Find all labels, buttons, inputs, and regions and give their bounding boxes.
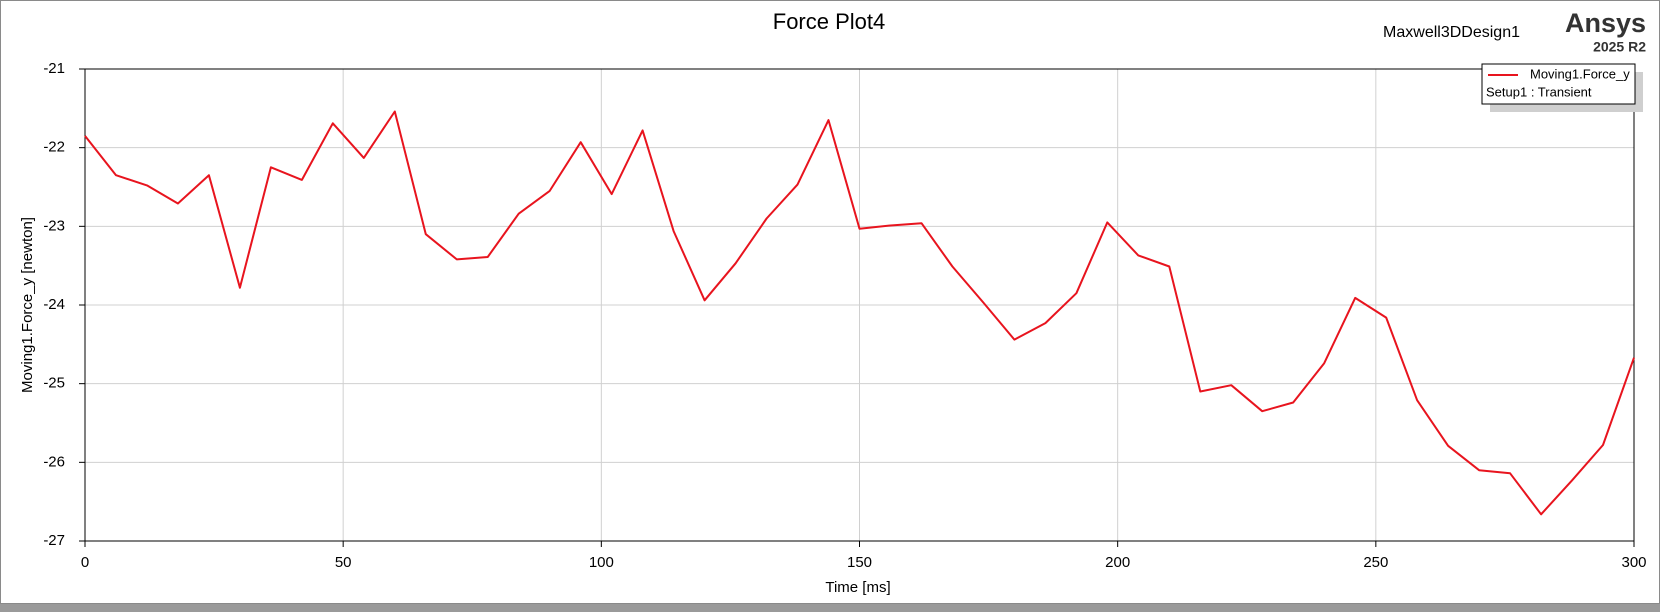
- y-tick-label: -22: [43, 139, 65, 156]
- x-tick-label: 100: [589, 554, 614, 571]
- y-tick-label: -24: [43, 296, 65, 313]
- y-axis-label: Moving1.Force_y [newton]: [19, 217, 36, 393]
- y-tick-label: -23: [43, 217, 65, 234]
- x-tick-label: 50: [335, 554, 352, 571]
- y-tick-label: -27: [43, 532, 65, 549]
- x-axis-label: Time [ms]: [825, 579, 890, 596]
- chart-title: Force Plot4: [773, 9, 886, 34]
- status-strip: [0, 604, 1660, 612]
- brand: Ansys: [1565, 8, 1646, 38]
- x-tick-label: 250: [1363, 554, 1388, 571]
- plot-border: [84, 68, 1635, 542]
- legend-label: Moving1.Force_y: [1530, 66, 1630, 81]
- y-tick-label: -21: [43, 60, 65, 77]
- x-tick-label: 200: [1105, 554, 1130, 571]
- x-tick-label: 150: [847, 554, 872, 571]
- design-name: Maxwell3DDesign1: [1383, 24, 1520, 41]
- x-tick-label: 0: [81, 554, 89, 571]
- x-tick-label: 300: [1621, 554, 1646, 571]
- plot: [84, 110, 1635, 516]
- y-tick-label: -25: [43, 375, 65, 392]
- legend-subtitle: Setup1 : Transient: [1486, 84, 1592, 99]
- y-tick-label: -26: [43, 453, 65, 470]
- series-line: [84, 110, 1635, 516]
- version: 2025 R2: [1593, 39, 1646, 55]
- legend-items: Moving1.Force_y Setup1 : Transient: [1486, 66, 1630, 99]
- legend: [1481, 63, 1636, 105]
